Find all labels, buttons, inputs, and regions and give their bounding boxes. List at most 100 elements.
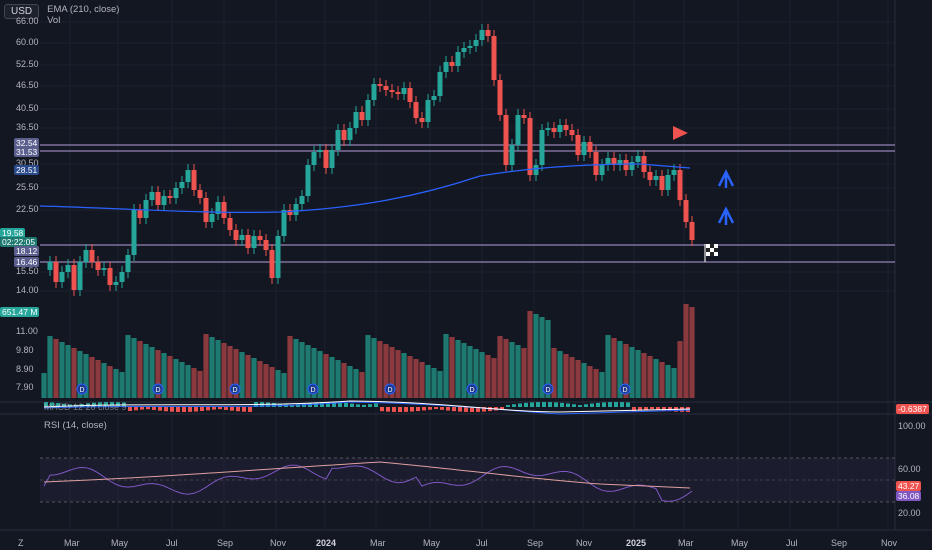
candle-body [173,188,179,198]
checkered-flag-icon [714,248,718,252]
candle-body [389,90,395,92]
candle-body [533,165,539,175]
candle-body [527,118,533,175]
candle-body [329,150,335,168]
candle-body [77,262,83,290]
candle-body [545,128,551,130]
macd-bar [182,407,186,412]
legend-ema[interactable]: EMA (210, close) [47,4,120,15]
volume-bar [683,304,689,398]
volume-bar [89,357,95,398]
volume-bar [239,352,245,398]
rsi-title[interactable]: RSI (14, close) [44,420,107,431]
volume-bar [401,353,407,398]
macd-signal [43,400,691,413]
candle-body [479,30,485,40]
volume-bar [575,360,581,398]
macd-bar [662,407,666,411]
volume-bar [293,339,299,398]
checkered-flag-icon [714,252,718,256]
volume-bar [563,354,569,398]
checkered-flag-icon [710,248,714,252]
horizontal-lines[interactable] [40,144,895,263]
macd-bar [566,403,570,407]
symbol-button[interactable]: USD [4,4,40,19]
macd-bar [326,402,330,407]
volume-bar [467,346,473,398]
candle-body [293,204,299,215]
macd-bar [134,407,138,411]
candle-body [113,282,119,285]
volume-bar [527,311,533,398]
macd-title[interactable]: MACD 12 26 close 9 [44,402,127,412]
volume-bar [221,343,227,398]
candle-body [263,240,269,250]
price-tag-lowest-line[interactable]: 16.46 [14,257,40,267]
macd-bar [464,407,468,412]
volume-bar [299,342,305,398]
macd-bar [368,404,372,407]
volume-bar [335,360,341,398]
macd-bar [656,407,660,410]
volume-bar [689,307,695,398]
volume-bar [479,352,485,398]
volume-bar [551,348,557,398]
candle-body [683,200,689,222]
macd-bar [146,407,150,410]
macd-bar [512,404,516,407]
volume-bar [131,338,137,398]
time-label: Mar [678,538,694,548]
candle-body [287,210,293,215]
candle-body [419,118,425,122]
legend-vol[interactable]: Vol [47,15,61,26]
volume-bar [671,368,677,398]
volume-bar [485,355,491,398]
macd-pane [43,400,691,415]
macd-bar [518,403,522,407]
macd-bar [590,403,594,407]
checkered-flag-icon [706,244,710,248]
volume-bar [227,346,233,398]
macd-bar [242,407,246,412]
price-tag-ema[interactable]: 28.51 [14,165,40,175]
volume-label: 7.90 [16,382,34,392]
volume-bar [557,351,563,398]
price-label: 60.00 [16,37,39,47]
candle-body [221,202,227,218]
price-tag-lower-line[interactable]: 18.12 [14,246,40,256]
corner-zoom-icon[interactable]: Z [18,538,24,548]
volume-bar [509,342,515,398]
price-label: 36.50 [16,122,39,132]
price-tag-upper-line-2[interactable]: 31.53 [14,147,40,157]
volume-bar [437,371,443,398]
annotations[interactable] [673,126,735,262]
price-label: 40.50 [16,103,39,113]
checkered-flag-icon [710,252,714,256]
macd-bar [584,404,588,407]
macd-bar [428,407,432,410]
volume-bar [107,366,113,398]
dividend-marker-circle [619,383,631,395]
volume-bar [617,341,623,398]
candle-body [395,92,401,94]
candle-body [125,255,131,272]
macd-bar [542,402,546,407]
macd-bar [596,402,600,407]
volume-bar [53,339,59,398]
candle-body [275,236,281,278]
macd-bar [548,402,552,407]
dividend-marker-letter: D [310,387,315,394]
dividend-marker: D [76,383,88,395]
volume-bar [137,341,143,398]
price-tag-upper-line[interactable]: 32.54 [14,138,40,148]
macd-bar [572,404,576,407]
price-tag-last[interactable]: 19.58 [0,228,26,238]
volume-bar [215,340,221,398]
candle-body [593,152,599,175]
macd-bar [140,407,144,410]
macd-bar [266,402,270,407]
time-label: Nov [576,538,593,548]
volume-bar [407,356,413,398]
price-label: 52.50 [16,59,39,69]
